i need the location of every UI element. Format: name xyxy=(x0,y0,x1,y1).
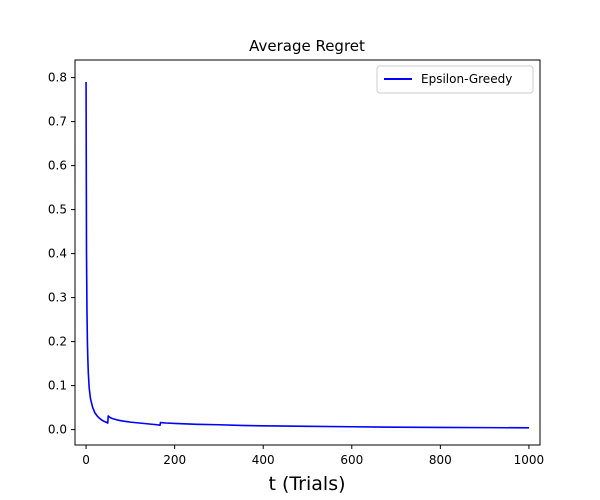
x-tick-label: 600 xyxy=(340,453,363,467)
y-tick-label: 0.4 xyxy=(48,247,67,261)
y-tick-label: 0.8 xyxy=(48,71,67,85)
x-tick-label: 800 xyxy=(429,453,452,467)
plot-frame xyxy=(74,59,541,446)
x-tick-label: 200 xyxy=(163,453,186,467)
legend: Epsilon-Greedy xyxy=(376,65,534,94)
plot-area xyxy=(74,59,541,446)
x-tick-label: 400 xyxy=(252,453,275,467)
series-line-epsilon-greedy xyxy=(85,81,529,429)
y-tick-label: 0.2 xyxy=(48,335,67,349)
y-tick-label: 0.0 xyxy=(48,423,67,437)
y-tick-label: 0.1 xyxy=(48,379,67,393)
y-tick-label: 0.6 xyxy=(48,159,67,173)
y-axis: 0.0 0.1 0.2 0.3 0.4 0.5 0.6 0.7 0.8 xyxy=(48,71,75,437)
legend-box xyxy=(376,65,534,94)
y-tick-label: 0.3 xyxy=(48,291,67,305)
x-axis-label: t (Trials) xyxy=(268,473,345,495)
x-tick-label: 0 xyxy=(82,453,90,467)
y-tick-label: 0.7 xyxy=(48,115,67,129)
x-axis: 0 200 400 600 800 1000 xyxy=(82,445,544,467)
x-tick-label: 1000 xyxy=(514,453,545,467)
chart-title: Average Regret xyxy=(249,37,365,55)
series-layer xyxy=(85,81,529,429)
legend-label: Epsilon-Greedy xyxy=(421,72,512,86)
y-tick-label: 0.5 xyxy=(48,203,67,217)
